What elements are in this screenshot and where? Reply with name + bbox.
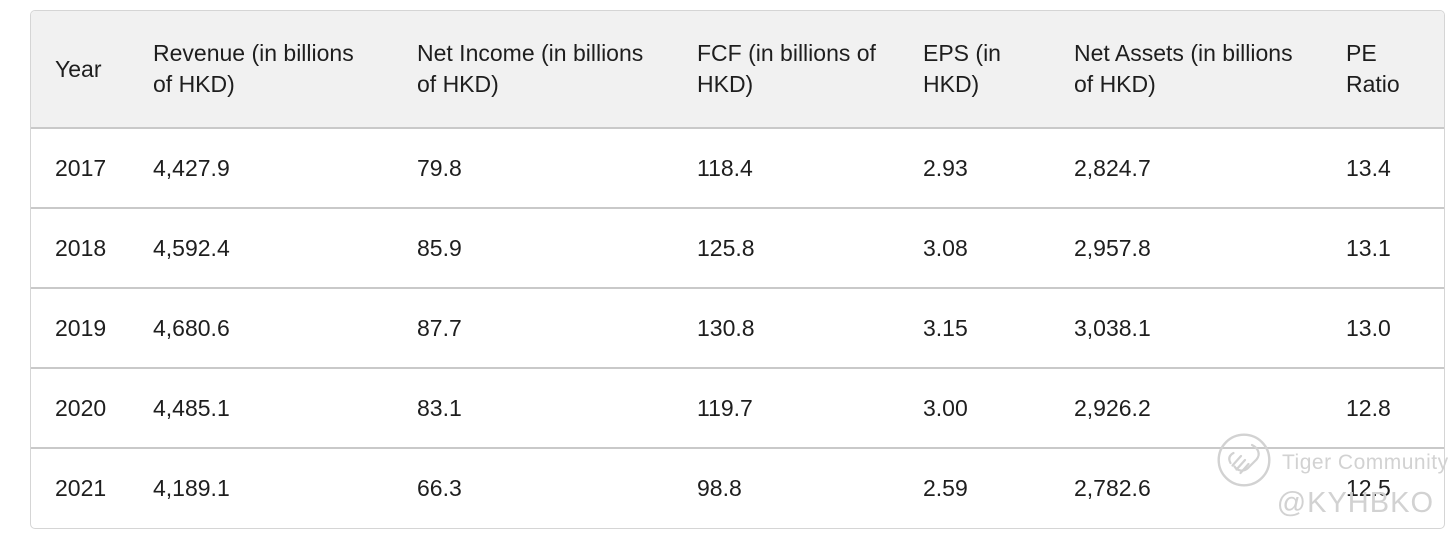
table-row: 2021 4,189.1 66.3 98.8 2.59 2,782.6 12.5	[31, 447, 1444, 528]
cell-net-assets: 2,926.2	[1050, 367, 1322, 448]
cell-fcf: 118.4	[673, 127, 899, 208]
cell-eps: 2.59	[899, 447, 1050, 528]
cell-revenue: 4,427.9	[129, 127, 393, 208]
header-net-income: Net Income (in billions of HKD)	[393, 11, 673, 128]
cell-pe-ratio: 12.5	[1322, 447, 1444, 528]
table-header-row: Year Revenue (in billions of HKD) Net In…	[31, 11, 1444, 128]
cell-eps: 3.08	[899, 207, 1050, 288]
cell-year: 2021	[31, 447, 129, 528]
cell-net-assets: 2,824.7	[1050, 127, 1322, 208]
financial-table-card: Year Revenue (in billions of HKD) Net In…	[30, 10, 1445, 529]
cell-net-assets: 2,957.8	[1050, 207, 1322, 288]
cell-fcf: 119.7	[673, 367, 899, 448]
table-row: 2020 4,485.1 83.1 119.7 3.00 2,926.2 12.…	[31, 367, 1444, 448]
cell-year: 2020	[31, 367, 129, 448]
cell-net-income: 85.9	[393, 207, 673, 288]
header-net-assets: Net Assets (in billions of HKD)	[1050, 11, 1322, 128]
cell-net-income: 79.8	[393, 127, 673, 208]
header-eps: EPS (in HKD)	[899, 11, 1050, 128]
cell-year: 2017	[31, 127, 129, 208]
cell-eps: 3.15	[899, 287, 1050, 368]
cell-fcf: 130.8	[673, 287, 899, 368]
cell-revenue: 4,592.4	[129, 207, 393, 288]
cell-eps: 3.00	[899, 367, 1050, 448]
cell-net-income: 87.7	[393, 287, 673, 368]
financial-table: Year Revenue (in billions of HKD) Net In…	[31, 11, 1444, 528]
cell-net-income: 83.1	[393, 367, 673, 448]
cell-year: 2018	[31, 207, 129, 288]
cell-net-income: 66.3	[393, 447, 673, 528]
header-revenue: Revenue (in billions of HKD)	[129, 11, 393, 128]
cell-pe-ratio: 13.0	[1322, 287, 1444, 368]
cell-net-assets: 2,782.6	[1050, 447, 1322, 528]
cell-eps: 2.93	[899, 127, 1050, 208]
table-row: 2019 4,680.6 87.7 130.8 3.15 3,038.1 13.…	[31, 287, 1444, 368]
cell-net-assets: 3,038.1	[1050, 287, 1322, 368]
cell-revenue: 4,680.6	[129, 287, 393, 368]
cell-fcf: 98.8	[673, 447, 899, 528]
table-row: 2017 4,427.9 79.8 118.4 2.93 2,824.7 13.…	[31, 127, 1444, 208]
header-year: Year	[31, 11, 129, 128]
cell-year: 2019	[31, 287, 129, 368]
cell-fcf: 125.8	[673, 207, 899, 288]
cell-revenue: 4,485.1	[129, 367, 393, 448]
cell-pe-ratio: 12.8	[1322, 367, 1444, 448]
header-fcf: FCF (in billions of HKD)	[673, 11, 899, 128]
header-pe-ratio: PE Ratio	[1322, 11, 1444, 128]
cell-revenue: 4,189.1	[129, 447, 393, 528]
cell-pe-ratio: 13.4	[1322, 127, 1444, 208]
cell-pe-ratio: 13.1	[1322, 207, 1444, 288]
table-row: 2018 4,592.4 85.9 125.8 3.08 2,957.8 13.…	[31, 207, 1444, 288]
